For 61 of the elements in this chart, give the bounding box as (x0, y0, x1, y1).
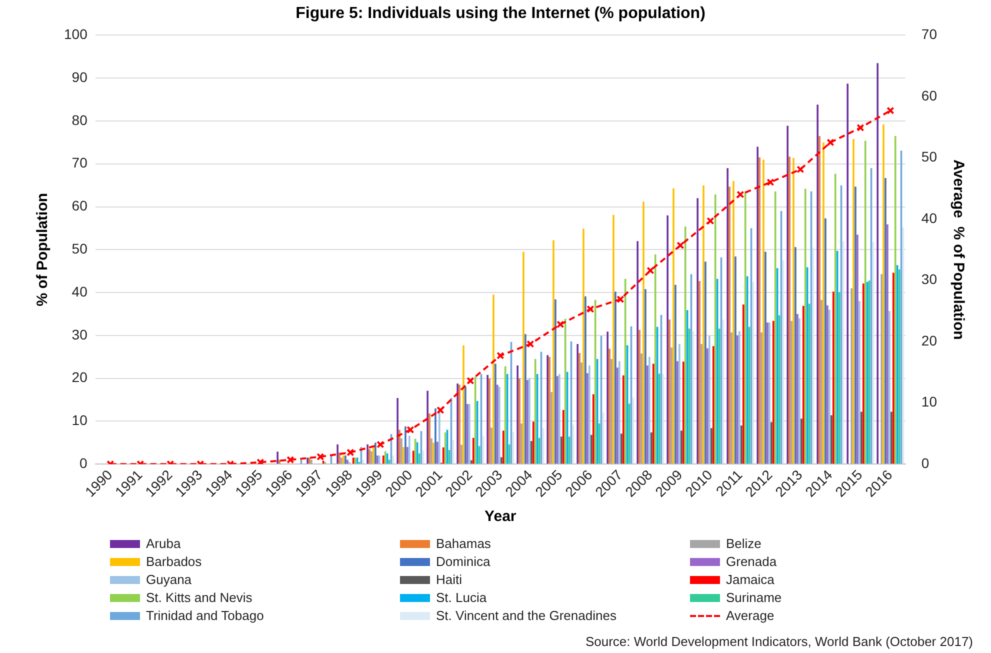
point (436, 406, 444, 414)
point (376, 440, 384, 448)
y2-tick-label: 30 (921, 271, 938, 288)
y-tick-label: 10 (72, 412, 88, 428)
y2-tick-label: 50 (921, 148, 938, 165)
point (826, 138, 834, 146)
point (766, 178, 774, 186)
point (706, 217, 714, 225)
x-axis-title: Year (484, 508, 516, 526)
y-tick-label: 90 (72, 68, 88, 85)
legend-label: Guyana (146, 572, 192, 587)
source-note: Source: World Development Indicators, World Bank (October 2017) (585, 634, 973, 649)
y2-tick-label: 60 (921, 87, 938, 104)
legend-label: St. Vincent and the Grenadines (436, 608, 616, 623)
y-tick-label: 40 (72, 283, 88, 300)
legend-label: Jamaica (726, 572, 774, 587)
point (556, 320, 564, 328)
point (256, 458, 264, 464)
legend-label: Trinidad and Tobago (146, 608, 264, 623)
legend-label: Aruba (146, 536, 181, 551)
legend-label: Bahamas (436, 536, 491, 551)
legend-label: St. Kitts and Nevis (146, 590, 252, 605)
point (466, 376, 474, 385)
point (856, 124, 864, 132)
point (676, 242, 684, 250)
legend-label: St. Lucia (436, 590, 487, 605)
y2-tick-label: 0 (921, 454, 930, 471)
legend-label: Grenada (726, 554, 777, 569)
legend-label: Barbados (146, 554, 202, 569)
y2-tick-label: 10 (921, 394, 938, 410)
y-tick-label: 60 (72, 198, 88, 214)
y-tick-label: 20 (72, 369, 88, 386)
point (736, 190, 744, 198)
y-tick-label: 100 (64, 26, 88, 42)
legend-label: Haiti (436, 572, 462, 587)
y2-tick-label: 20 (921, 332, 938, 348)
point (886, 106, 894, 114)
chart-title: Figure 5: Individuals using the Internet (% population) (296, 5, 706, 22)
point (586, 305, 594, 313)
point (646, 266, 654, 274)
y-tick-label: 50 (72, 240, 88, 257)
y-tick-label: 80 (72, 112, 88, 128)
y2-tick-label: 70 (921, 26, 938, 42)
point (796, 166, 804, 174)
y-tick-label: 70 (72, 154, 88, 171)
legend-label: Belize (726, 536, 762, 551)
y2-tick-label: 40 (921, 210, 938, 226)
point (406, 426, 414, 434)
point (286, 456, 294, 464)
point (616, 295, 624, 304)
legend-label: Dominica (436, 554, 490, 569)
point (526, 340, 534, 348)
y-tick-label: 0 (80, 454, 88, 471)
y-axis-title: % of Population (34, 192, 52, 306)
y-tick-label: 30 (72, 326, 88, 342)
legend-label: Average (726, 608, 774, 623)
point (496, 352, 504, 360)
legend-label: Suriname (726, 590, 782, 605)
point (316, 452, 324, 461)
y2-axis-title: Average % of Population (950, 159, 967, 340)
point (346, 448, 354, 456)
